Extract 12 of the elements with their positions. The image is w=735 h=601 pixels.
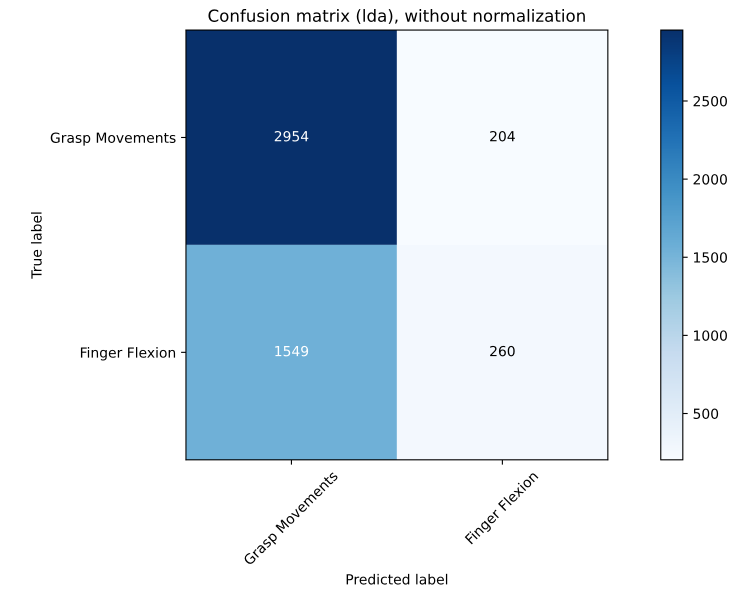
color-bar-label: 1500 (694, 252, 727, 263)
color-bar-label: 1000 (694, 330, 727, 341)
chart-title: Confusion matrix (lda), without normalization (208, 9, 585, 24)
data-label: 204 (490, 131, 515, 142)
data-label: 260 (490, 346, 515, 356)
data-label: 2954 (274, 131, 308, 142)
color-bar-label: 2000 (694, 174, 727, 185)
data-label: 1549 (275, 346, 308, 356)
y-axis-title: True label (30, 212, 42, 279)
x-axis-title: Predicted label (346, 574, 448, 585)
color-bar-label: 2500 (694, 96, 727, 106)
color-bar-label: 500 (694, 408, 718, 419)
